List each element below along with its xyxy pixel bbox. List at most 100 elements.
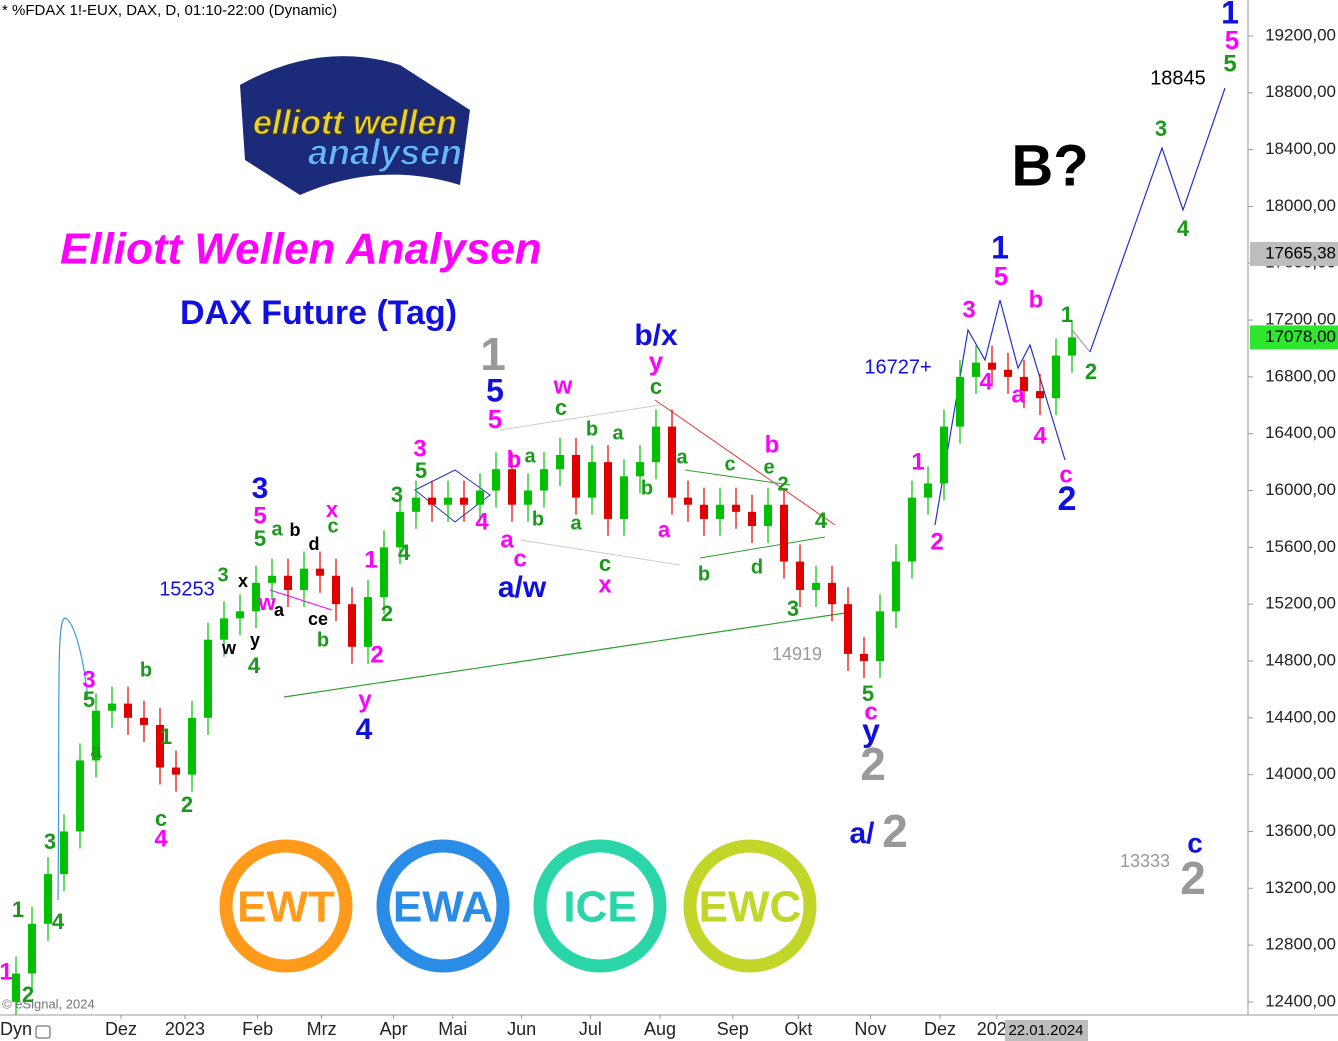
candle-body <box>748 511 756 527</box>
wave-label: c <box>1059 461 1072 488</box>
wave-label: b <box>532 508 544 530</box>
y-tick-label: 18800,00 <box>1265 82 1336 101</box>
wave-label: 4 <box>815 508 828 533</box>
y-tick-label: 16800,00 <box>1265 366 1336 385</box>
candle-body <box>572 455 580 498</box>
candle-body <box>732 504 740 512</box>
candle-body <box>540 469 548 491</box>
candle-body <box>124 703 132 718</box>
wave-label: 1 <box>364 546 377 573</box>
candle-body <box>604 462 612 519</box>
candle-body <box>908 497 916 562</box>
candle-body <box>428 497 436 505</box>
candle-body <box>796 561 804 590</box>
wave-label: x <box>238 571 248 591</box>
wave-label: 2 <box>860 738 886 790</box>
wave-label: 4 <box>979 368 993 395</box>
x-tick-label: Jun <box>507 1019 536 1039</box>
wave-label: 2 <box>370 641 383 668</box>
wave-label: 1 <box>1221 0 1239 30</box>
wave-label: b <box>507 446 522 473</box>
wave-label: 1 <box>1061 302 1073 327</box>
candle-body <box>892 561 900 612</box>
y-tick-label: 14000,00 <box>1265 764 1336 783</box>
wave-label: b <box>1029 286 1044 313</box>
candle-body <box>204 639 212 718</box>
wave-label: a <box>658 517 671 542</box>
wave-label: b <box>698 563 710 585</box>
chart-header: * %FDAX 1!-EUX, DAX, D, 01:10-22:00 (Dyn… <box>2 2 337 19</box>
wave-label: 3 <box>391 482 403 507</box>
wave-label: 3 <box>217 564 228 586</box>
x-axis-panel <box>0 1015 1338 1041</box>
y-tick-label: 17200,00 <box>1265 310 1336 329</box>
wave-label: 4 <box>475 508 489 535</box>
trendline <box>283 612 846 698</box>
wave-label: ce <box>308 609 328 629</box>
candle-body <box>268 575 276 583</box>
wave-label: 4 <box>356 713 373 746</box>
wave-label: w <box>221 638 237 658</box>
candle-body <box>396 511 404 548</box>
wave-label: 1 <box>12 897 24 922</box>
wave-label: b <box>317 629 329 651</box>
y-tick-label: 15200,00 <box>1265 594 1336 613</box>
wave-label: 2 <box>22 982 34 1007</box>
candle-body <box>28 923 36 974</box>
wave-label: c <box>155 806 167 831</box>
wave-label: 4 <box>52 909 65 934</box>
y-tick-label: 18000,00 <box>1265 196 1336 215</box>
candle-body <box>508 469 516 505</box>
wave-path <box>934 299 1066 526</box>
wave-label: B? <box>1011 133 1088 198</box>
y-tick-label: 14800,00 <box>1265 650 1336 669</box>
wave-label: 3 <box>1155 116 1167 141</box>
wave-label: 1 <box>991 229 1009 265</box>
projection <box>1089 87 1226 353</box>
wave-label: 3 <box>962 296 975 323</box>
wave-label: 5 <box>862 681 874 706</box>
x-tick-label: Dez <box>924 1019 956 1039</box>
wave-label: 1 <box>160 724 172 749</box>
wave-label: a <box>570 512 582 534</box>
y-tick-label: 15600,00 <box>1265 537 1336 556</box>
wave-label: y <box>862 712 880 748</box>
wave-label: x <box>326 497 339 522</box>
wave-label: 5 <box>415 458 427 483</box>
candle-body <box>636 462 644 477</box>
candle-body <box>380 547 388 598</box>
wave-label: 2 <box>882 805 908 857</box>
candle-body <box>780 504 788 562</box>
wave-label: b <box>140 659 152 681</box>
candle-body <box>460 497 468 505</box>
wave-label: 3 <box>787 596 799 621</box>
candle-body <box>1004 369 1012 377</box>
wave-label: 4 <box>248 653 261 678</box>
candle-body <box>188 717 196 775</box>
wave-label: a/w <box>498 571 547 604</box>
candle-body <box>700 504 708 519</box>
wave-label: 4 <box>1177 216 1190 241</box>
candle-body <box>300 568 308 590</box>
wave-label: c <box>599 551 611 576</box>
wave-label: a/ <box>849 817 875 850</box>
wave-label: 2 <box>1058 480 1077 518</box>
badge-text: EWC <box>699 883 802 932</box>
wave-label: b <box>290 520 301 540</box>
logo-text: elliott wellen <box>253 104 457 142</box>
badge-text: EWA <box>393 883 493 932</box>
wave-label: 18845 <box>1150 67 1206 89</box>
candle-body <box>876 611 884 661</box>
lock-icon <box>35 1025 51 1039</box>
wave-label: 5 <box>1225 25 1239 55</box>
wave-label: 4 <box>154 825 168 852</box>
candle-body <box>1068 337 1076 356</box>
logo: elliott wellen analysen <box>240 56 470 195</box>
wave-label: 1 <box>911 448 924 475</box>
wave-label: a <box>90 740 102 762</box>
candle-body <box>1036 391 1044 399</box>
logo-flag <box>240 56 470 195</box>
y-tick-label: 19200,00 <box>1265 25 1336 44</box>
candle-body <box>60 831 68 875</box>
